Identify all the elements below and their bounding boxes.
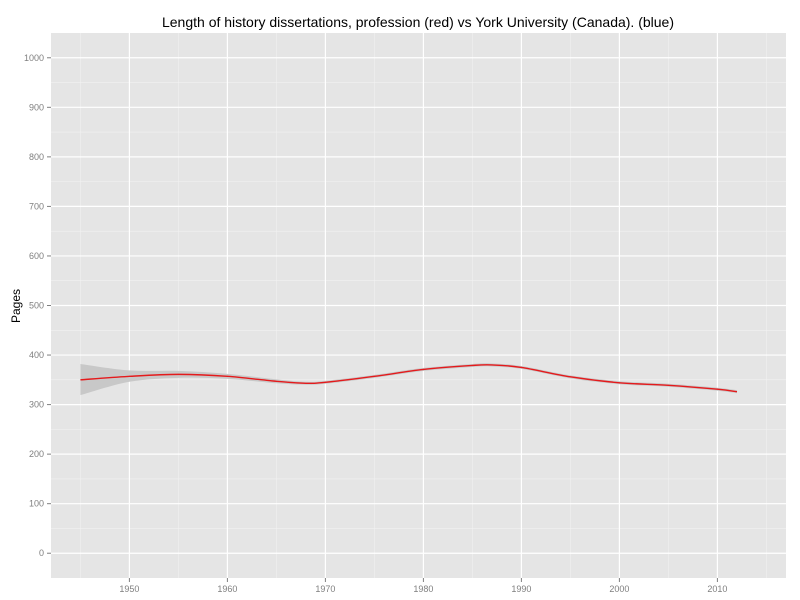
x-tick-label: 1970 <box>315 584 335 594</box>
y-axis-ticks: 0 100 200 300 400 500 600 700 800 900 1000 <box>24 53 51 558</box>
x-axis-ticks: 1950 1960 1970 1980 1990 2000 2010 <box>119 578 727 594</box>
y-tick-label: 1000 <box>24 53 44 63</box>
y-tick-label: 700 <box>29 201 44 211</box>
x-tick-label: 1980 <box>413 584 433 594</box>
y-tick-label: 400 <box>29 350 44 360</box>
y-tick-label: 200 <box>29 449 44 459</box>
smoothed-trend-line <box>80 364 738 393</box>
x-tick-label: 2010 <box>707 584 727 594</box>
x-tick-label: 2000 <box>609 584 629 594</box>
y-tick-label: 300 <box>29 400 44 410</box>
x-tick-label: 1950 <box>119 584 139 594</box>
major-gridlines <box>51 33 786 578</box>
y-tick-label: 0 <box>39 548 44 558</box>
y-tick-label: 900 <box>29 102 44 112</box>
y-tick-label: 500 <box>29 301 44 311</box>
x-tick-label: 1960 <box>217 584 237 594</box>
y-tick-label: 100 <box>29 499 44 509</box>
y-tick-label: 600 <box>29 251 44 261</box>
chart-title: Length of history dissertations, profess… <box>161 14 674 30</box>
x-tick-label: 1990 <box>511 584 531 594</box>
y-tick-label: 800 <box>29 152 44 162</box>
